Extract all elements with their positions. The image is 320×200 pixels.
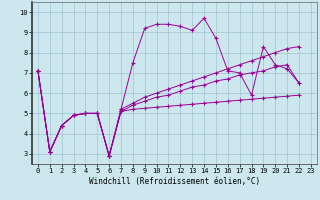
X-axis label: Windchill (Refroidissement éolien,°C): Windchill (Refroidissement éolien,°C) bbox=[89, 177, 260, 186]
